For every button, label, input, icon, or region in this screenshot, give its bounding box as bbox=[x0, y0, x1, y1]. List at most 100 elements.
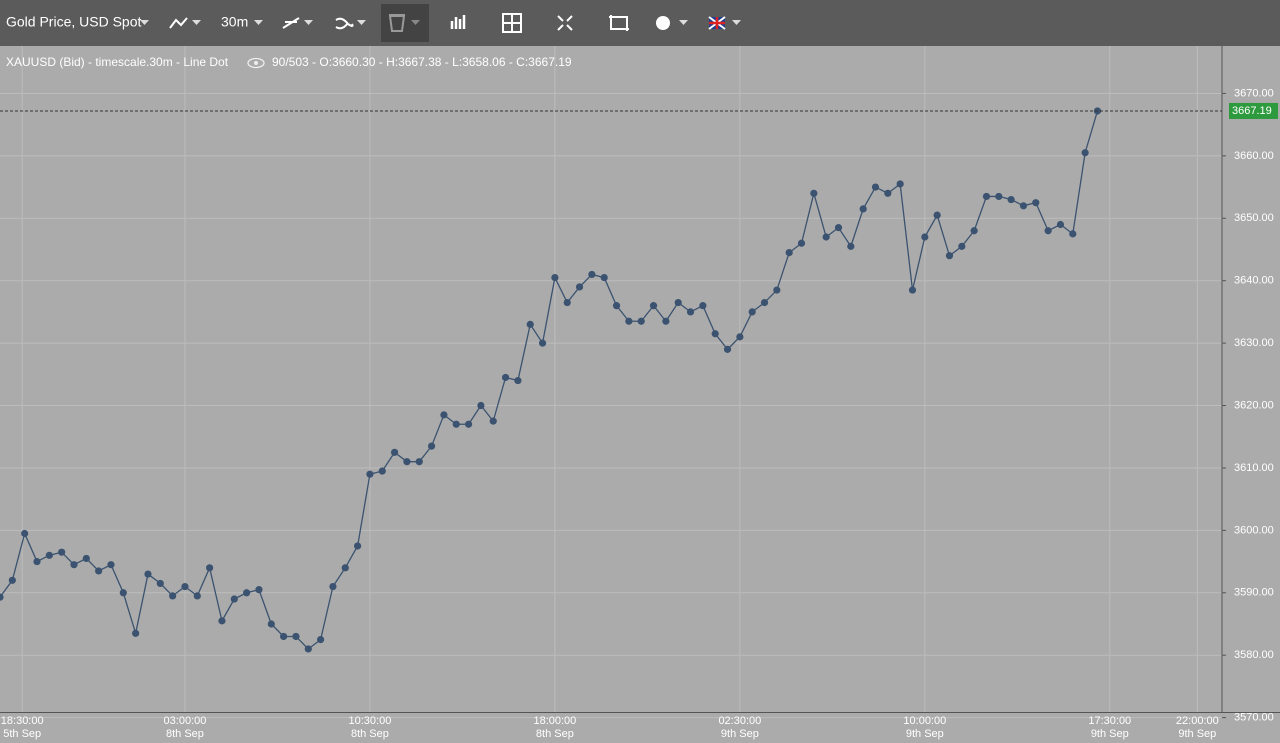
price-dot bbox=[292, 632, 300, 641]
price-dot bbox=[243, 589, 251, 597]
x-tick-date: 8th Sep bbox=[351, 728, 389, 740]
series-description: XAUUSD (Bid) - timescale.30m - Line Dot bbox=[6, 55, 229, 69]
price-dot bbox=[1056, 220, 1065, 229]
price-dot bbox=[649, 302, 658, 310]
price-dot bbox=[526, 320, 534, 328]
price-dot bbox=[760, 298, 769, 307]
price-dot bbox=[995, 192, 1003, 201]
price-dot bbox=[353, 542, 362, 550]
dropdown-arrow bbox=[140, 20, 149, 25]
price-dot bbox=[119, 589, 127, 597]
dropdown-arrow bbox=[679, 20, 688, 25]
price-dot bbox=[440, 411, 448, 419]
price-dot bbox=[267, 620, 275, 628]
price-dot bbox=[280, 632, 288, 641]
dropdown-arrow bbox=[254, 20, 263, 25]
price-dot bbox=[415, 458, 423, 466]
price-dot bbox=[514, 376, 522, 385]
price-dot bbox=[1081, 149, 1089, 157]
y-tick-label: 3570.00 bbox=[1234, 712, 1274, 724]
price-dot bbox=[390, 448, 399, 456]
price-dot bbox=[575, 283, 584, 291]
price-dot bbox=[699, 302, 707, 310]
x-tick-date: 9th Sep bbox=[721, 728, 759, 740]
price-dot bbox=[193, 592, 201, 600]
dropdown-arrow bbox=[411, 20, 420, 25]
price-dot bbox=[366, 470, 374, 478]
x-tick-date: 9th Sep bbox=[1178, 728, 1216, 740]
price-dot bbox=[662, 317, 670, 325]
theme-button[interactable] bbox=[656, 16, 670, 30]
price-dot bbox=[1032, 199, 1040, 207]
drawing-tool-button[interactable] bbox=[282, 17, 300, 29]
price-dot bbox=[21, 529, 29, 538]
last-price-label: 3667.19 bbox=[1232, 105, 1272, 117]
x-tick-date: 9th Sep bbox=[1091, 728, 1129, 740]
price-dot bbox=[107, 561, 115, 569]
visibility-icon[interactable] bbox=[247, 57, 265, 69]
price-dot bbox=[723, 345, 732, 353]
x-tick-label: 10:00:00 bbox=[903, 715, 946, 727]
x-tick-date: 9th Sep bbox=[906, 728, 944, 740]
price-dot bbox=[218, 617, 226, 625]
price-dot bbox=[1007, 195, 1015, 204]
price-dot bbox=[748, 308, 756, 316]
timeframe-selector[interactable]: 30m bbox=[221, 14, 248, 30]
price-dot bbox=[908, 286, 917, 294]
price-dot bbox=[464, 420, 473, 428]
price-dot bbox=[452, 420, 460, 428]
delete-button[interactable] bbox=[381, 4, 429, 42]
volume-button[interactable] bbox=[450, 15, 466, 29]
price-dot bbox=[933, 211, 941, 219]
price-dot bbox=[945, 252, 954, 260]
price-dot bbox=[625, 317, 633, 325]
trash-icon bbox=[388, 14, 406, 32]
price-dot bbox=[822, 233, 830, 241]
price-dot bbox=[341, 564, 349, 572]
x-tick-label: 03:00:00 bbox=[164, 715, 207, 727]
x-tick-date: 8th Sep bbox=[536, 728, 574, 740]
price-dot bbox=[378, 467, 386, 475]
price-dot bbox=[736, 333, 744, 341]
dropdown-arrow bbox=[357, 20, 366, 25]
price-dot bbox=[58, 548, 66, 556]
price-dot bbox=[551, 273, 559, 282]
price-dot bbox=[982, 192, 991, 201]
price-dot bbox=[403, 458, 411, 466]
grid bbox=[0, 46, 1222, 719]
indicator-button[interactable] bbox=[335, 17, 354, 30]
price-dot bbox=[834, 224, 843, 232]
price-dot bbox=[847, 242, 855, 250]
last-price-box bbox=[1229, 102, 1278, 119]
dropdown-arrow bbox=[192, 20, 201, 25]
price-dot bbox=[958, 242, 966, 250]
instrument-selector[interactable]: Gold Price, USD Spot bbox=[6, 14, 141, 30]
x-tick-label: 18:30:00 bbox=[1, 715, 44, 727]
y-tick-label: 3580.00 bbox=[1234, 649, 1274, 661]
price-dot bbox=[82, 554, 90, 563]
x-tick-date: 5th Sep bbox=[3, 728, 41, 740]
toolbar-background bbox=[0, 0, 1280, 46]
chart-type-button[interactable] bbox=[169, 17, 188, 29]
x-tick-label: 10:30:00 bbox=[349, 715, 392, 727]
price-dot bbox=[255, 586, 263, 594]
ohlc-stats: 90/503 - O:3660.30 - H:3667.38 - L:3658.… bbox=[272, 55, 572, 69]
x-tick-label: 02:30:00 bbox=[718, 715, 761, 727]
y-tick-label: 3610.00 bbox=[1234, 462, 1274, 474]
fullscreen-button[interactable] bbox=[557, 15, 573, 31]
y-tick-label: 3660.00 bbox=[1234, 150, 1274, 162]
price-dot bbox=[132, 629, 140, 637]
price-dot bbox=[489, 417, 497, 425]
price-dot bbox=[797, 239, 806, 247]
price-dot bbox=[612, 302, 621, 310]
dropdown-arrow bbox=[304, 20, 313, 25]
price-dot bbox=[501, 373, 510, 382]
price-dot bbox=[181, 582, 189, 591]
crosshair-button[interactable] bbox=[502, 13, 522, 33]
crop-button[interactable] bbox=[609, 15, 629, 31]
language-button[interactable] bbox=[708, 16, 726, 30]
price-dot bbox=[304, 645, 312, 653]
price-dot bbox=[896, 180, 904, 188]
